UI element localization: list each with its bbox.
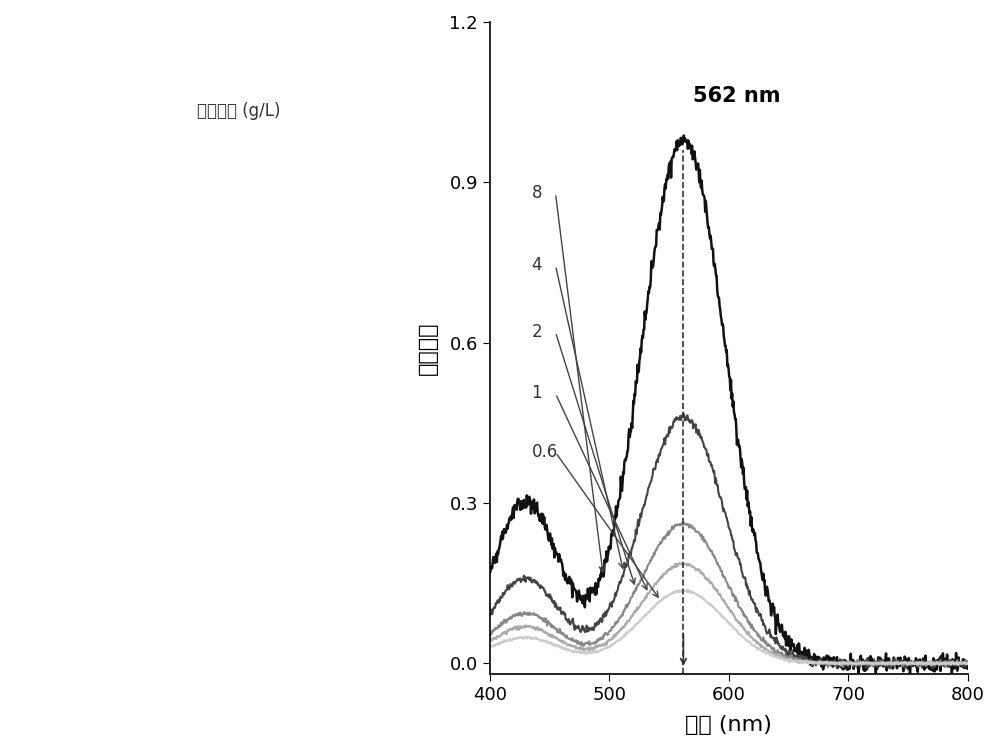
Text: 8: 8 (532, 184, 542, 202)
Text: 0.6: 0.6 (532, 443, 558, 461)
Text: 2: 2 (532, 323, 542, 341)
Y-axis label: 吸光度值: 吸光度值 (418, 321, 438, 375)
X-axis label: 波长 (nm): 波长 (nm) (685, 715, 772, 735)
Text: 4: 4 (532, 256, 542, 274)
Text: 562 nm: 562 nm (693, 86, 780, 106)
Text: 木糖浓度 (g/L): 木糖浓度 (g/L) (197, 102, 280, 120)
Text: 1: 1 (532, 385, 542, 403)
